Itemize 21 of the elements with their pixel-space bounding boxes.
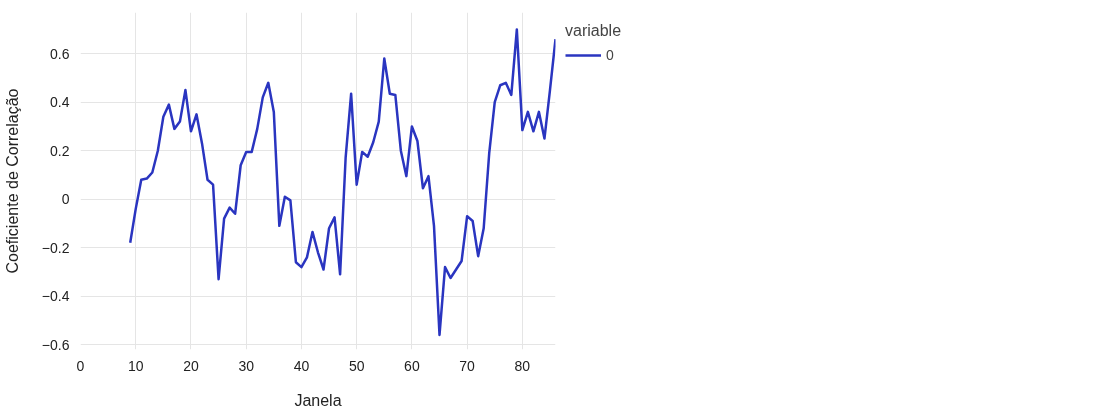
y-tick-label: −0.4	[41, 288, 70, 305]
x-tick-label: 10	[127, 357, 144, 374]
x-tick-label: 0	[76, 357, 85, 374]
x-tick-label: 60	[404, 357, 420, 374]
y-axis-title: Coeficiente de Correlação	[3, 88, 21, 274]
x-tick-label: 70	[459, 357, 476, 374]
x-tick-label: 80	[514, 357, 531, 374]
y-tick-label: 0.4	[50, 94, 70, 111]
x-tick-label: 30	[238, 357, 255, 374]
x-tick-label: 20	[183, 357, 199, 374]
x-tick-label: 50	[348, 357, 365, 374]
legend-title: variable	[565, 22, 623, 40]
legend-label: 0	[606, 47, 615, 63]
y-tick-label: −0.2	[41, 239, 70, 256]
line-series	[128, 28, 556, 337]
x-axis-title: Janela	[294, 391, 342, 409]
y-tick-label: −0.6	[41, 336, 70, 353]
y-tick-label: 0.6	[50, 45, 70, 62]
y-tick-label: 0.2	[50, 142, 70, 159]
y-tick-label: 0	[61, 191, 70, 208]
x-tick-label: 40	[293, 357, 310, 374]
